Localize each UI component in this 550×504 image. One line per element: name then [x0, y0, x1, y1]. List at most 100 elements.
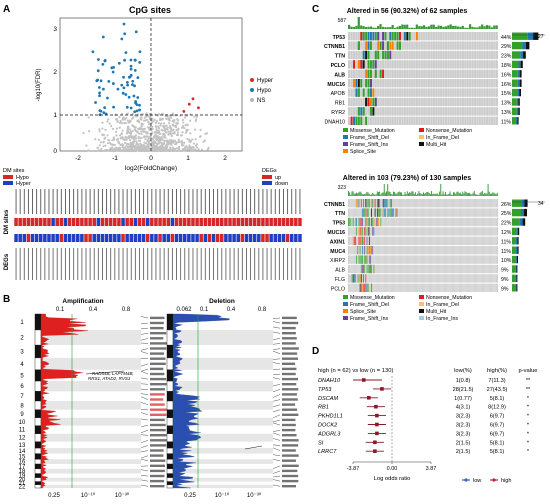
- cytoband-label: [282, 332, 296, 335]
- ns-point: [143, 145, 147, 148]
- mutation-cell: [361, 255, 363, 264]
- burden-bar: [449, 191, 451, 196]
- ns-point: [120, 112, 124, 116]
- freq-bar-multi: [519, 88, 521, 97]
- ns-point: [186, 128, 189, 132]
- ns-point: [148, 128, 151, 131]
- hyper-point: [191, 97, 195, 101]
- hypo-point: [124, 93, 128, 96]
- deg-cell: [26, 234, 31, 242]
- burden-bar: [382, 192, 384, 196]
- chromosome-label: 4: [20, 362, 24, 368]
- cytoband-label: [150, 393, 165, 396]
- mutation-cell: [367, 60, 370, 69]
- mutation-cell: [358, 255, 360, 264]
- burden-bar: [396, 193, 398, 196]
- burden-bar: [381, 26, 385, 29]
- mutation-cell: [366, 236, 368, 245]
- hypo-point: [138, 108, 141, 112]
- hypo-point: [122, 86, 126, 90]
- ns-point: [159, 124, 162, 127]
- panel-b-label: B: [3, 294, 10, 305]
- hypo-point: [133, 110, 137, 114]
- burden-bar: [430, 24, 433, 29]
- dm-site-cell: [236, 218, 240, 226]
- mutation-cell: [361, 264, 363, 274]
- ns-point: [126, 129, 129, 132]
- burden-bar: [466, 193, 468, 196]
- cytoband-label: [150, 362, 166, 365]
- ns-point: [110, 124, 113, 128]
- dm-site-cell: [145, 218, 150, 226]
- ns-point: [103, 149, 107, 153]
- mutation-cell: [371, 199, 373, 208]
- freq-bar-missense: [512, 265, 516, 273]
- cytoband-leader: [140, 396, 149, 400]
- ns-point: [128, 139, 132, 142]
- burden-bar: [381, 192, 383, 196]
- burden-bar: [387, 184, 389, 196]
- del-top-tick-0: 0.062: [176, 307, 192, 313]
- hypo-point: [133, 58, 137, 62]
- mutation-cell: [365, 208, 367, 217]
- deg-cell: [269, 234, 273, 242]
- ns-point: [170, 143, 173, 146]
- burden-bar: [368, 193, 370, 196]
- gene-percent: 12%: [501, 230, 512, 236]
- mutation-cell: [355, 116, 358, 125]
- forest-point: [375, 413, 379, 418]
- ns-point: [193, 115, 196, 118]
- deg-cell: [195, 234, 199, 242]
- burden-bar: [439, 25, 443, 29]
- del-band-bg: [173, 448, 273, 454]
- ns-point: [174, 124, 177, 127]
- chromosome-band: [166, 447, 174, 454]
- dm-site-cell: [178, 218, 183, 226]
- dm-site-cell: [96, 218, 101, 226]
- oncoplot-top-legend: Missense_Mutation Nonsense_Mutation Frame_…: [343, 128, 472, 155]
- hypo-point: [101, 35, 105, 39]
- cytoband-leader: [272, 348, 281, 351]
- amp-band-bg: [41, 481, 141, 485]
- ns-point: [189, 132, 192, 135]
- deg-cell: [294, 234, 298, 242]
- mutation-cell: [408, 32, 411, 41]
- cytoband-label: [150, 403, 165, 406]
- burden-bar: [427, 191, 429, 196]
- forest-xtick-0: -3.87: [347, 466, 360, 472]
- dm-site-cell: [67, 218, 72, 226]
- ns-point: [82, 132, 85, 135]
- burden-bar: [421, 194, 423, 196]
- deletion-title: Deletion: [209, 298, 235, 305]
- ns-point: [143, 130, 146, 133]
- mutation-cell: [361, 236, 363, 245]
- hypo-point: [120, 37, 124, 41]
- cytoband-leader: [140, 377, 149, 380]
- ns-point: [96, 149, 99, 153]
- cytoband-label: [282, 464, 299, 467]
- cytoband-leader: [140, 469, 149, 472]
- hypo-point: [110, 66, 114, 70]
- mutation-cell: [387, 208, 389, 217]
- hypo-point: [134, 100, 137, 103]
- forest-low-value: 3(2.3): [456, 431, 471, 437]
- dm-site-cell: [220, 218, 224, 226]
- dm-site-cell: [294, 218, 298, 226]
- legend-label: Splice_Site: [350, 309, 376, 315]
- cytoband-leader: [140, 430, 149, 433]
- mutation-cell: [363, 264, 364, 274]
- mutation-cell: [376, 217, 378, 227]
- mutation-cell: [394, 32, 397, 41]
- burden-bar: [444, 191, 446, 196]
- ns-point: [150, 146, 154, 149]
- ns-point: [119, 121, 122, 124]
- ns-point: [137, 127, 140, 131]
- burden-bar: [418, 191, 420, 196]
- forest-col-low: low(%): [454, 368, 472, 374]
- burden-bar: [456, 26, 460, 29]
- cytoband-label: [282, 398, 298, 401]
- burden-bar: [495, 25, 498, 29]
- amp-band-bg: [41, 448, 141, 454]
- mutation-cell: [365, 97, 368, 107]
- del-band-bg: [173, 329, 273, 346]
